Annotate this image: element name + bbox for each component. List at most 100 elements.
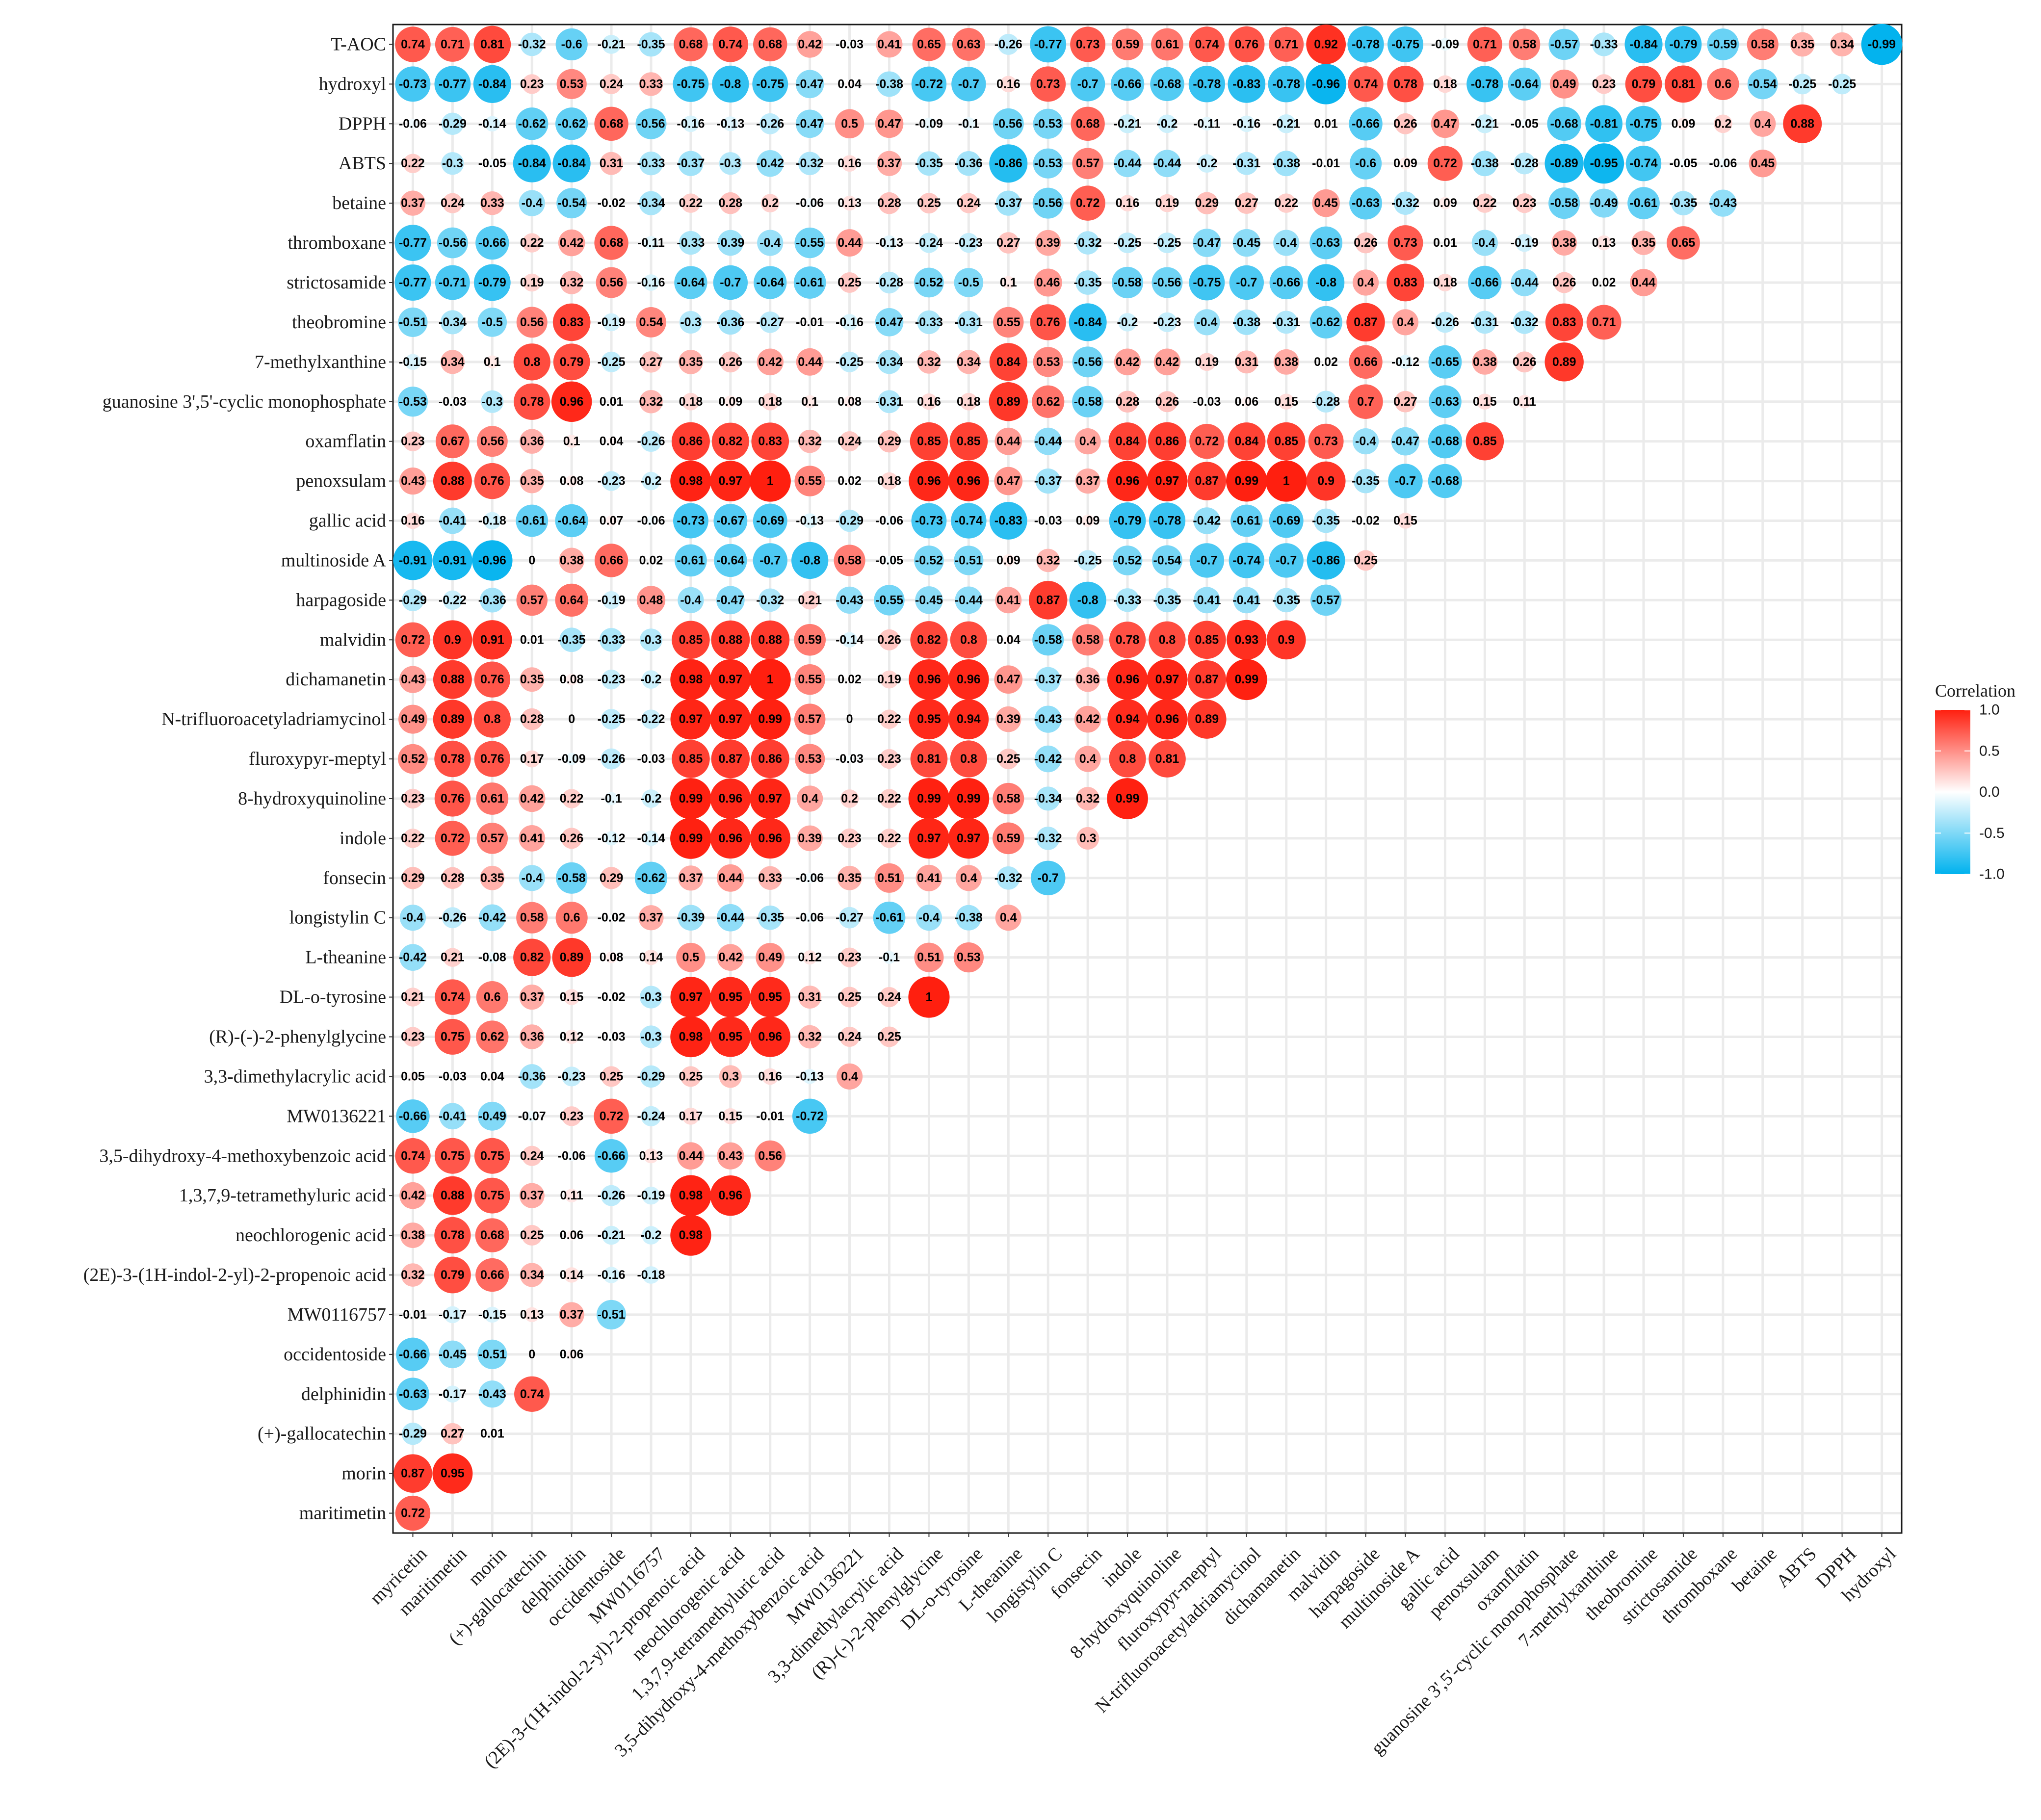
correlation-value: -0.4 <box>1355 435 1376 448</box>
correlation-value: -0.72 <box>915 77 943 91</box>
cell-dichamanetin-neochlorogenic-acid: 0.97 <box>710 659 751 700</box>
correlation-value: -0.91 <box>439 553 467 567</box>
cell-oxamflatin-2e-3-1h-indol-2-yl-2-propenoic-acid: 0.86 <box>671 422 710 461</box>
correlation-circle <box>394 225 431 261</box>
cell-neochlorogenic-acid-maritimetin: 0.78 <box>434 1217 471 1254</box>
correlation-value: -0.6 <box>561 37 582 51</box>
correlation-circle <box>753 543 787 578</box>
cell-dl-o-tyrosine-3-5-dihydroxy-4-methoxybenzoic-acid: 0.31 <box>798 986 822 1009</box>
correlation-circle <box>555 107 588 140</box>
correlation-circle <box>596 267 627 298</box>
correlation-circle <box>758 866 782 890</box>
correlation-value: -0.21 <box>598 37 626 51</box>
cell-dl-o-tyrosine-r-2-phenylglycine: 1 <box>908 976 950 1018</box>
cell-t-aoc-7-methylxanthine: -0.33 <box>1590 32 1618 56</box>
correlation-circle <box>883 951 896 964</box>
cell-r-2-phenylglycine-neochlorogenic-acid: 0.95 <box>710 1016 751 1057</box>
correlation-value: -0.09 <box>558 752 586 766</box>
correlation-circle <box>403 788 423 809</box>
correlation-circle <box>951 503 987 539</box>
correlation-circle <box>994 665 1023 694</box>
cell-theobromine-3-5-dihydroxy-4-methoxybenzoic-acid: -0.01 <box>796 315 824 329</box>
correlation-circle <box>670 778 711 819</box>
cell-fluroxypyr-meptyl-maritimetin: 0.78 <box>434 740 471 778</box>
correlation-value: 0.81 <box>480 37 504 51</box>
correlation-value: 0.25 <box>837 276 862 289</box>
panel-border <box>392 24 1903 1534</box>
cell-strictosamide-malvidin: -0.8 <box>1308 264 1345 301</box>
correlation-circle <box>433 620 472 660</box>
cell-dpph-longistylin-c: -0.53 <box>1033 108 1063 139</box>
correlation-circle <box>1149 502 1186 539</box>
cell-3-5-dihydroxy-4-methoxybenzoic-acid-2e-3-1h-indol-2-yl-2-propenoic-acid: 0.44 <box>677 1142 705 1170</box>
correlation-value: 1 <box>925 990 932 1004</box>
correlation-value: 0.36 <box>1076 673 1100 686</box>
correlation-circle <box>401 589 424 612</box>
cell-multinoside-a-1-3-7-9-tetramethyluric-acid: -0.7 <box>753 543 787 578</box>
correlation-circle <box>1030 304 1066 340</box>
cell-l-theanine-morin: -0.08 <box>478 951 506 964</box>
correlation-value: 0.96 <box>957 474 981 488</box>
correlation-value: 0.73 <box>1314 435 1338 448</box>
correlation-circle <box>477 1101 507 1131</box>
correlation-value: 0.58 <box>520 911 544 925</box>
cell-oxamflatin-gallocatechin: 0.36 <box>519 429 545 454</box>
cell-multinoside-a-dichamanetin: -0.7 <box>1269 543 1304 578</box>
correlation-value: 0.98 <box>679 1189 703 1202</box>
correlation-circle <box>1235 192 1257 214</box>
correlation-value: 0.83 <box>560 315 584 329</box>
correlation-value: 0.19 <box>1195 355 1219 369</box>
correlation-circle <box>714 544 747 577</box>
cell-oxamflatin-indole: 0.84 <box>1108 422 1147 461</box>
correlation-value: -0.05 <box>875 553 903 567</box>
correlation-value: 0.72 <box>401 633 425 647</box>
cell-dpph-mw0136221: 0.5 <box>835 109 864 139</box>
correlation-circle <box>1151 28 1183 61</box>
correlation-circle <box>1630 269 1657 296</box>
cell-thromboxane-3-5-dihydroxy-4-methoxybenzoic-acid: -0.55 <box>794 227 825 259</box>
cell-dl-o-tyrosine-neochlorogenic-acid: 0.95 <box>710 977 751 1017</box>
cell-penoxsulam-neochlorogenic-acid: 0.97 <box>710 461 751 502</box>
cell-malvidin-delphinidin: -0.35 <box>558 627 586 652</box>
correlation-circle <box>513 144 551 182</box>
cell-dl-o-tyrosine-maritimetin: 0.74 <box>435 979 471 1015</box>
correlation-circle <box>561 1066 582 1087</box>
correlation-circle <box>562 789 581 808</box>
correlation-circle <box>398 307 428 337</box>
cell-abts-multinoside-a: 0.09 <box>1393 156 1417 170</box>
cell-3-3-dimethylacrylic-acid-mw0136221: 0.4 <box>836 1063 863 1090</box>
correlation-value: -0.29 <box>836 514 864 528</box>
correlation-value: 0.78 <box>441 752 465 766</box>
cell-thromboxane-theobromine: 0.35 <box>1631 231 1656 255</box>
correlation-circle <box>1861 24 1903 65</box>
cell-8-hydroxyquinoline-2e-3-1h-indol-2-yl-2-propenoic-acid: 0.99 <box>670 778 711 819</box>
cell-betaine-gallocatechin: -0.4 <box>519 190 545 216</box>
correlation-circle <box>1584 143 1624 184</box>
correlation-circle <box>1072 346 1103 378</box>
cell-7-methylxanthine-3-5-dihydroxy-4-methoxybenzoic-acid: 0.44 <box>796 348 824 376</box>
cell-betaine-myricetin: 0.37 <box>400 190 426 216</box>
cell-strictosamide-indole: -0.58 <box>1111 266 1144 299</box>
cell-n-trifluoroacetyladriamycinol-3-3-dimethylacrylic-acid: 0.22 <box>877 709 901 729</box>
correlation-circle <box>442 867 464 889</box>
cell-longistylin-c-dl-o-tyrosine: -0.38 <box>955 905 983 931</box>
cell-thromboxane-2e-3-1h-indol-2-yl-2-propenoic-acid: -0.33 <box>677 231 705 255</box>
correlation-value: -0.74 <box>955 514 983 528</box>
correlation-value: 0.41 <box>877 37 901 51</box>
cell-n-trifluoroacetyladriamycinol-delphinidin: 0 <box>568 712 575 726</box>
cell-harpagoside-3-3-dimethylacrylic-acid: -0.55 <box>874 585 905 616</box>
cell-betaine-1-3-7-9-tetramethyluric-acid: 0.2 <box>760 194 780 212</box>
correlation-circle <box>680 1066 701 1087</box>
correlation-value: 0.06 <box>1234 395 1258 409</box>
cell-occidentoside-maritimetin: -0.45 <box>439 1340 467 1369</box>
cell-penoxsulam-occidentoside: -0.23 <box>598 471 626 491</box>
cell-n-trifluoroacetyladriamycinol-indole: 0.94 <box>1107 699 1148 739</box>
correlation-value: 0.97 <box>718 712 742 726</box>
correlation-value: -0.58 <box>1114 276 1142 289</box>
cell-malvidin-fluroxypyr-meptyl: 0.85 <box>1188 621 1226 659</box>
cell-l-theanine-mw0116757: 0.14 <box>639 949 663 965</box>
correlation-value: 0.3 <box>722 1069 739 1083</box>
correlation-circle <box>440 310 465 335</box>
correlation-circle <box>513 343 550 381</box>
correlation-circle <box>609 399 614 404</box>
